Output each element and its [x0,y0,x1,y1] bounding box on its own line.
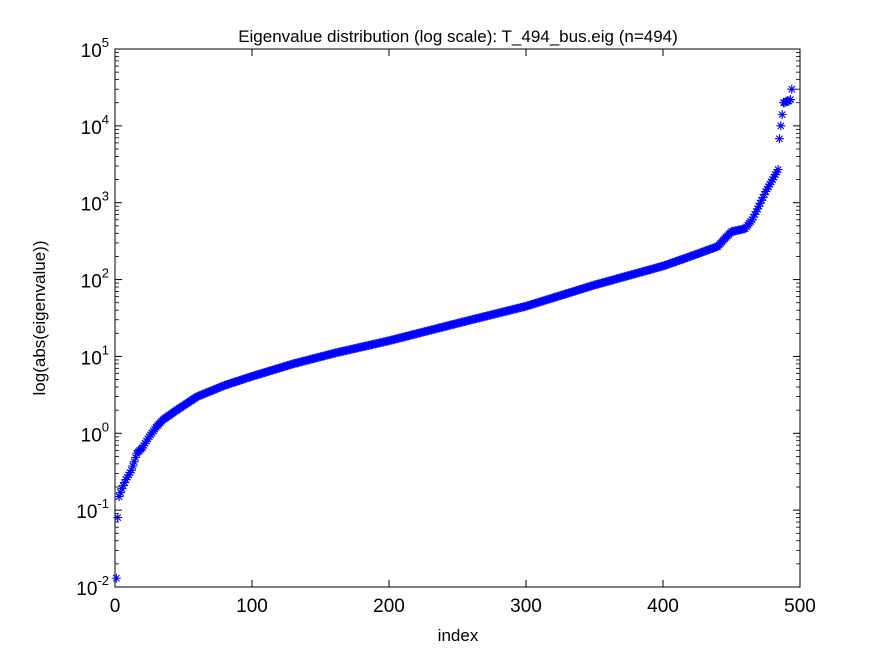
y-axis: 10-2 10-1 100 101 102 103 104 105 [76,35,800,600]
data-point [125,468,135,478]
x-tick-label: 300 [510,596,542,617]
data-point [213,383,223,393]
x-tick-label: 0 [110,596,121,617]
data-point [214,383,224,393]
y-tick-label: 10-2 [76,573,109,600]
x-axis: 0 100 200 300 400 500 [110,49,816,617]
data-point [118,481,128,491]
data-point [121,475,131,485]
data-point [785,95,795,105]
data-point [203,387,213,397]
data-point [768,175,778,185]
data-point [192,392,202,402]
data-point [215,382,225,392]
data-point [111,573,121,583]
y-tick-label: 104 [81,112,109,139]
data-point [128,461,138,471]
data-point [114,492,124,502]
data-point [202,388,212,398]
data-point [115,488,125,498]
y-tick-label: 103 [81,189,109,216]
data-point [787,84,797,94]
x-tick-label: 200 [373,596,405,617]
data-point [757,195,767,205]
data-point [210,384,220,394]
y-tick-label: 10-1 [76,496,109,523]
y-tick-label: 100 [81,419,109,446]
data-point [139,440,149,450]
plot-area [114,48,801,588]
data-point [143,434,153,444]
data-point [765,179,775,189]
data-point [207,385,217,395]
data-point [755,198,765,208]
data-point [770,170,780,180]
data-point [198,389,208,399]
data-point [218,381,228,391]
data-point [209,385,219,395]
data-point [122,472,132,482]
data-point [205,387,215,397]
data-point [751,207,761,217]
data-point [137,443,147,453]
y-tick-label: 101 [81,342,109,369]
data-point [195,390,205,400]
data-point [117,484,127,494]
chart-title: Eigenvalue distribution (log scale): T_4… [238,27,678,46]
data-point [200,388,210,398]
x-tick-label: 100 [236,596,268,617]
x-tick-label: 500 [784,596,816,617]
data-point [754,201,764,211]
data-point [762,184,772,194]
data-point [194,391,204,401]
data-point [763,182,773,192]
data-point [774,134,784,144]
data-point [748,212,758,222]
data-point [196,390,206,400]
data-point [766,177,776,187]
data-point [120,478,130,488]
data-point [206,386,216,396]
data-point [747,215,757,225]
data-point [124,470,134,480]
data-point [773,165,783,175]
data-point [211,384,221,394]
data-point [750,209,760,219]
data-point [769,172,779,182]
x-tick-label: 400 [647,596,679,617]
y-tick-label: 105 [81,35,109,62]
y-tick-label: 102 [81,266,109,293]
data-point [129,457,139,467]
data-point [217,382,227,392]
y-axis-label: log(abs(eigenvalue)) [30,241,49,396]
data-point [753,204,763,214]
data-point [142,436,152,446]
data-point [772,167,782,177]
data-point [776,121,786,131]
data-point [759,189,769,199]
data-point [758,192,768,202]
data-point [761,186,771,196]
data-point [777,110,787,120]
data-points [111,84,797,583]
data-point [126,465,136,475]
x-axis-label: index [438,626,479,645]
data-point [131,453,141,463]
data-point [199,389,209,399]
data-point [140,438,150,448]
